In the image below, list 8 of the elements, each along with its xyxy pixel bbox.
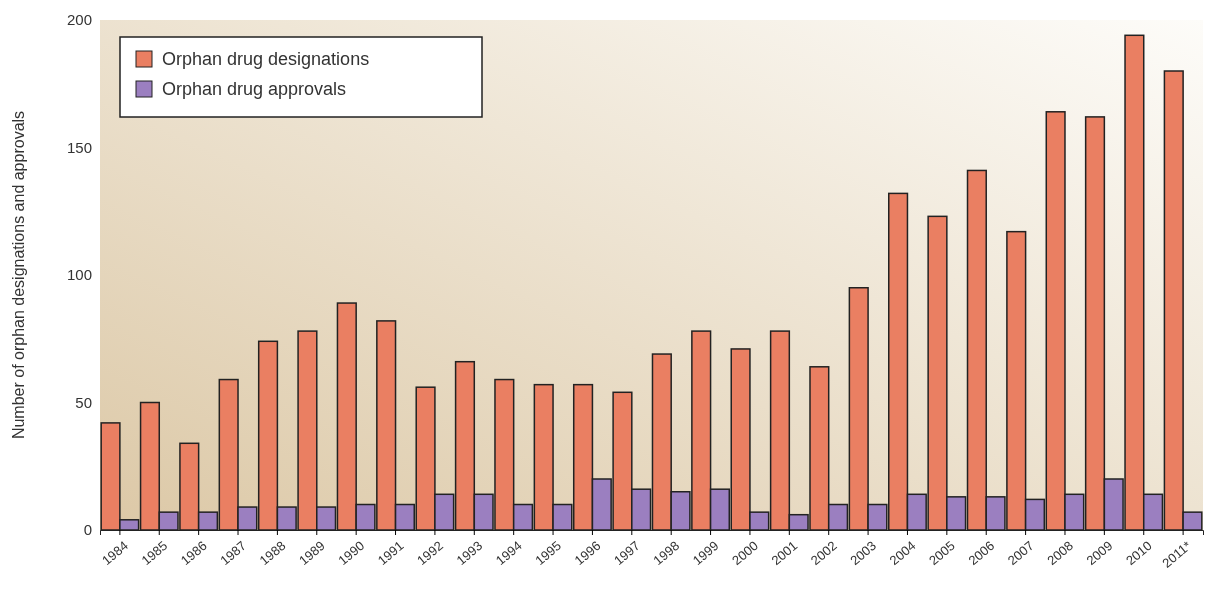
legend-label: Orphan drug approvals [162, 79, 347, 99]
y-tick-label: 150 [66, 138, 92, 156]
legend-label: Orphan drug designations [162, 49, 370, 69]
y-tick-label: 50 [75, 393, 92, 411]
y-tick-label: 100 [66, 266, 92, 284]
y-tick-label: 0 [83, 521, 92, 539]
y-axis-title: Number of orphan designations and approvals [10, 110, 27, 440]
y-tick-label: 200 [66, 11, 92, 29]
